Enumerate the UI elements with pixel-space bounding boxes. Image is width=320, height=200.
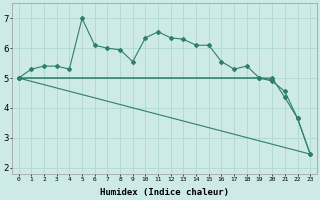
X-axis label: Humidex (Indice chaleur): Humidex (Indice chaleur) bbox=[100, 188, 229, 197]
